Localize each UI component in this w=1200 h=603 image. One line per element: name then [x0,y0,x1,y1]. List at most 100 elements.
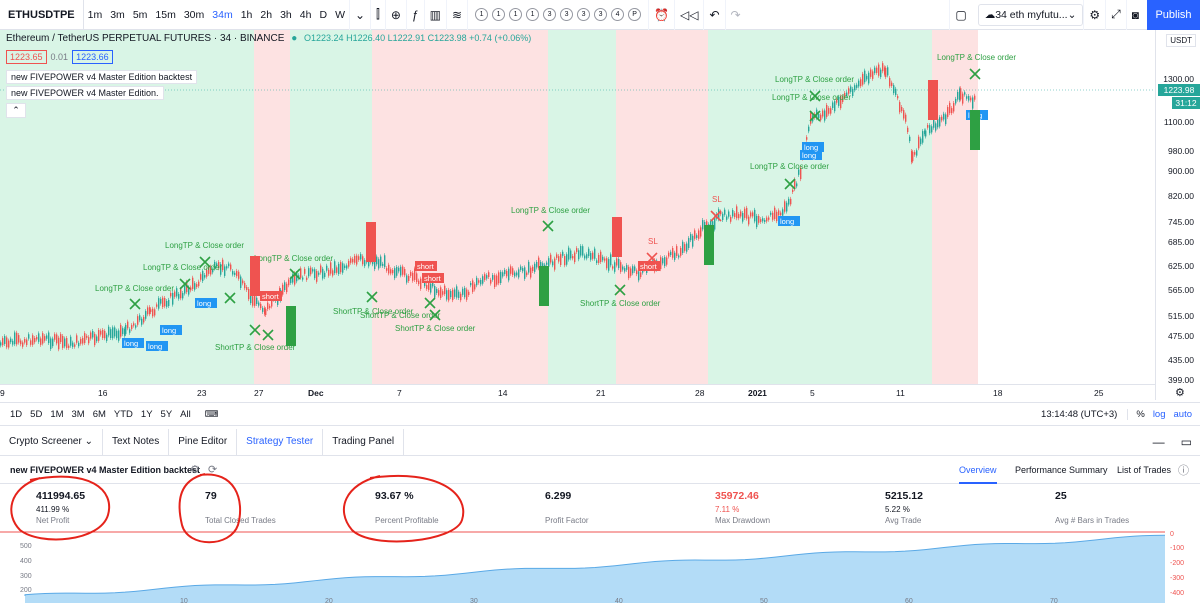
tab-list-of-trades[interactable]: List of Trades [1117,465,1172,475]
price-tick: 515.00 [1168,311,1194,321]
candle-body [78,342,80,347]
counter-badge[interactable]: 1 [509,8,523,21]
candle-body [284,282,286,291]
equity-right-tick: -100 [1170,545,1184,552]
timeframe-d[interactable]: D [319,8,328,21]
minimize-icon[interactable]: — [1152,435,1165,449]
templates-icon[interactable]: ≋ [445,0,467,30]
ask-price[interactable]: 1223.66 [72,50,113,64]
candle-body [32,335,34,345]
percent-toggle[interactable]: % [1127,408,1148,420]
expand-icon[interactable]: ⤢ [1105,0,1126,30]
counter-badge[interactable]: P [628,8,642,21]
replay-icon[interactable]: ◁◁ [674,0,703,30]
bid-price[interactable]: 1223.65 [6,50,47,64]
candle-body [690,234,692,241]
counter-badge[interactable]: 1 [492,8,506,21]
timeframe-5m[interactable]: 5m [132,8,148,21]
range-ytd[interactable]: YTD [113,408,133,420]
range-6m[interactable]: 6M [92,408,106,420]
counter-badge[interactable]: 3 [560,8,574,21]
candle-body [832,102,834,109]
redo-icon[interactable]: ↷ [724,0,746,30]
financials-icon[interactable]: ▥ [423,0,446,30]
tab-overview[interactable]: Overview [959,465,997,484]
range-1m[interactable]: 1M [50,408,64,420]
candle-body [947,107,949,117]
candle-body [897,96,899,99]
candle-body [380,256,382,266]
timeframe-34m[interactable]: 34m [212,8,233,21]
strategy-name[interactable]: new FIVEPOWER v4 Master Edition backtest [10,465,201,475]
auto-toggle[interactable]: auto [1173,408,1193,420]
chevron-down-icon[interactable]: ⌄ [348,0,370,30]
clock[interactable]: 13:14:48 (UTC+3) [1041,408,1118,420]
candle-body [222,259,224,271]
timeframe-3h[interactable]: 3h [280,8,292,21]
symbol-search[interactable]: ETHUSDTPE [0,0,84,30]
timeframe-4h[interactable]: 4h [299,8,312,21]
counter-badge[interactable]: 4 [611,8,625,21]
counter-badge[interactable]: 3 [594,8,608,21]
range-3m[interactable]: 3M [71,408,85,420]
time-axis[interactable]: 9 16 23 27 Dec 7 14 21 28 2021 5 11 18 25 [0,384,1155,402]
gear-icon[interactable]: ⚙ [1175,387,1185,399]
undo-icon[interactable]: ↶ [703,0,724,30]
log-toggle[interactable]: log [1152,408,1166,420]
candle-body [742,213,744,222]
compare-icon[interactable]: ⊕ [384,0,406,30]
collapse-icon[interactable]: ⌃ [6,103,26,118]
range-5d[interactable]: 5D [30,408,43,420]
price-tick: 475.00 [1168,331,1194,341]
candle-style-icon[interactable]: ⫿ [370,0,385,30]
range-all[interactable]: All [180,408,191,420]
timeframe-3m[interactable]: 3m [110,8,125,21]
tab-text-notes[interactable]: Text Notes [103,429,170,455]
fullscreen-box-icon[interactable]: ▢ [949,0,971,30]
price-tick: 980.00 [1168,146,1194,156]
counter-badge[interactable]: 3 [543,8,557,21]
counter-badge[interactable]: 1 [475,8,489,21]
help-icon[interactable]: ⓘ [1178,465,1189,477]
timeframe-30m[interactable]: 30m [183,8,205,21]
price-chart[interactable]: LongTP & Close order LongTP & Close order… [0,30,1155,400]
counter-badge[interactable]: 1 [526,8,540,21]
gear-icon[interactable]: ⚙ [1083,0,1105,30]
candle-body [959,88,961,101]
layout-selector[interactable]: ☁ 34 eth myfutu... ⌄ [977,3,1084,26]
alert-icon[interactable]: ⏰ [648,0,674,30]
currency-label[interactable]: USDT [1166,34,1196,47]
timeframe-15m[interactable]: 15m [155,8,176,21]
indicator-backtest[interactable]: new FIVEPOWER v4 Master Edition backtest [6,70,198,84]
timeframe-1m[interactable]: 1m [87,8,103,21]
maximize-icon[interactable]: ▭ [1180,435,1192,449]
counter-badge[interactable]: 3 [577,8,591,21]
tab-strategy-tester[interactable]: Strategy Tester [237,429,324,455]
camera-icon[interactable]: ◙ [1125,0,1144,30]
properties-icon[interactable]: ⟳ [208,464,218,476]
indicators-icon[interactable]: ƒ [405,0,424,30]
candle-body [520,266,522,270]
tab-pine-editor[interactable]: Pine Editor [169,429,238,455]
range-1d[interactable]: 1D [10,408,23,420]
indicator-master[interactable]: new FIVEPOWER v4 Master Edition. [6,86,164,100]
tab-trading-panel[interactable]: Trading Panel [323,429,405,455]
tab-crypto-screener[interactable]: Crypto Screener ⌄ [0,429,103,455]
metric-label: Total Closed Trades [205,516,276,525]
signal-vertical-tag [704,225,714,265]
price-axis[interactable]: USDT 1300.00 1100.00 980.00 900.00 820.00 745… [1155,30,1200,400]
candle-body [360,254,362,260]
candle-body [344,265,346,269]
publish-button[interactable]: Publish [1147,0,1200,30]
range-5y[interactable]: 5Y [160,408,173,420]
timeframe-1h[interactable]: 1h [240,8,253,21]
timeframe-w[interactable]: W [335,8,345,21]
candle-body [194,283,196,290]
candle-body [510,266,512,274]
calendar-icon[interactable]: ⌨ [204,408,219,420]
timeframe-2h[interactable]: 2h [260,8,273,21]
settings-icon[interactable]: ⚙ [190,464,200,476]
range-1y[interactable]: 1Y [140,408,153,420]
tab-performance-summary[interactable]: Performance Summary [1015,465,1108,475]
